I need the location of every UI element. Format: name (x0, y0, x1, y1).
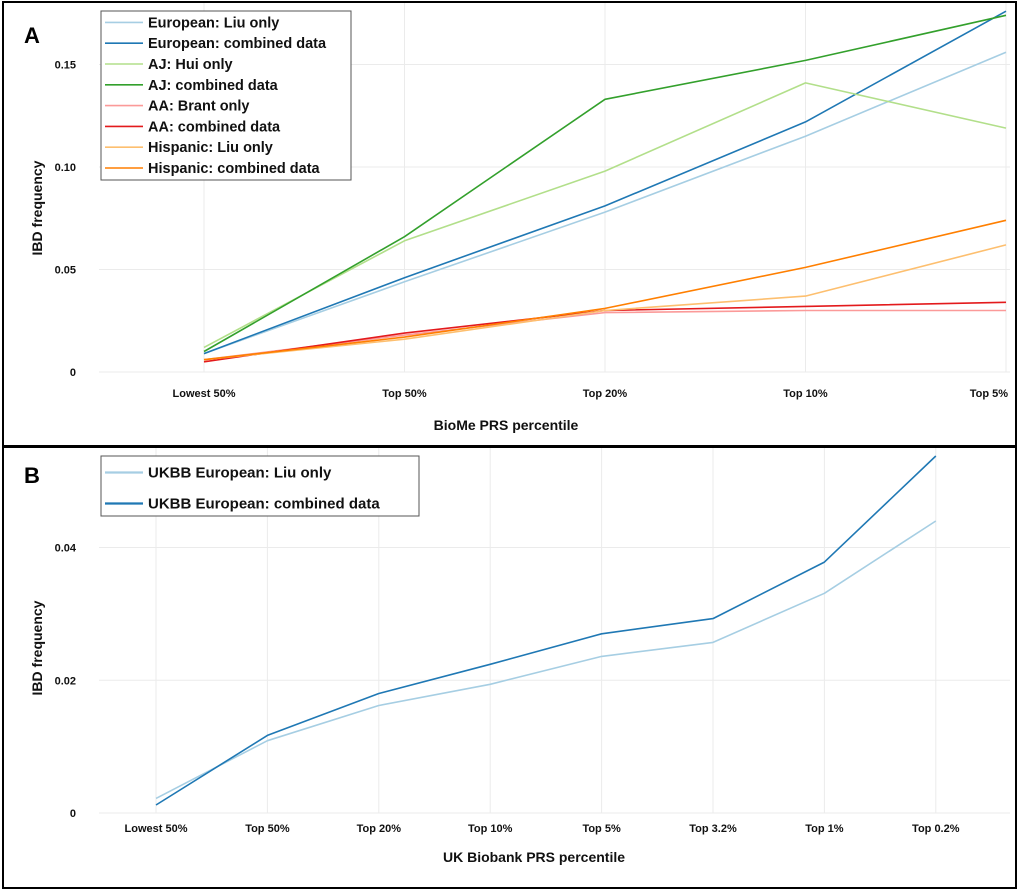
legend-entry: AJ: Hui only (148, 57, 233, 73)
y-tick-label: 0.10 (55, 162, 76, 174)
y-axis-title: IBD frequency (29, 600, 45, 695)
series-line (203, 82, 1007, 349)
series-line (155, 455, 937, 806)
y-tick-label: 0 (70, 367, 76, 379)
x-tick-label: Top 1% (805, 823, 844, 835)
panel-label: A (24, 23, 40, 48)
x-axis-title: UK Biobank PRS percentile (443, 849, 625, 865)
legend-entry: UKBB European: Liu only (148, 465, 332, 482)
x-tick-label: Top 5% (582, 823, 621, 835)
x-axis-title: BioMe PRS percentile (434, 417, 579, 433)
legend: European: Liu only European: combined dat… (100, 10, 352, 181)
x-tick-label: Top 20% (357, 823, 402, 835)
x-tick-label: Top 20% (583, 388, 628, 400)
y-tick-label: 0.15 (55, 60, 76, 72)
legend-entry: Hispanic: Liu only (148, 140, 273, 156)
x-tick-label: Top 10% (468, 823, 513, 835)
legend-box (100, 10, 352, 181)
x-tick-label: Top 50% (245, 823, 290, 835)
legend-entry: AJ: combined data (148, 78, 279, 94)
y-tick-label: 0 (70, 808, 76, 820)
legend: UKBB European: Liu only UKBB European: co… (100, 455, 420, 517)
x-tick-label: Lowest 50% (125, 823, 188, 835)
series-line (203, 51, 1007, 355)
x-tick-label: Top 5% (970, 388, 1009, 400)
y-tick-label: 0.04 (55, 543, 77, 555)
grid (99, 3, 1010, 373)
y-tick-label: 0.02 (55, 675, 76, 687)
x-tick-label: Top 50% (382, 388, 427, 400)
series-lines (155, 455, 937, 806)
series-line (203, 219, 1007, 361)
chart-b-plot: 0 0.02 0.04 Lowest 50% Top 50% Top 20% Top 10%… (24, 448, 1010, 865)
x-tick-label: Top 0.2% (912, 823, 960, 835)
chart-a-plot: 0 0.05 0.10 0.15 Lowest 50% Top 50% Top 20% Top… (24, 3, 1010, 433)
x-tick-label: Top 10% (783, 388, 828, 400)
series-line (203, 10, 1007, 355)
x-tick-label: Top 3.2% (689, 823, 737, 835)
series-line (203, 14, 1007, 353)
legend-entry: UKBB European: combined data (148, 496, 380, 513)
legend-entry: AA: Brant only (148, 99, 250, 115)
y-tick-label: 0.05 (55, 265, 76, 277)
legend-entry: European: combined data (148, 36, 327, 52)
legend-box (100, 455, 420, 517)
series-line (155, 520, 937, 800)
series-line (203, 244, 1007, 361)
panel-label: B (24, 463, 40, 488)
legend-entry: European: Liu only (148, 15, 279, 31)
panel-b: 0 0.02 0.04 Lowest 50% Top 50% Top 20% Top 10%… (2, 446, 1017, 889)
panel-a: 0 0.05 0.10 0.15 Lowest 50% Top 50% Top 20% Top… (2, 1, 1017, 447)
x-tick-label: Lowest 50% (173, 388, 236, 400)
y-axis-title: IBD frequency (29, 160, 45, 255)
legend-entry: AA: combined data (148, 119, 281, 135)
legend-entry: Hispanic: combined data (148, 161, 321, 177)
series-lines (203, 10, 1007, 363)
